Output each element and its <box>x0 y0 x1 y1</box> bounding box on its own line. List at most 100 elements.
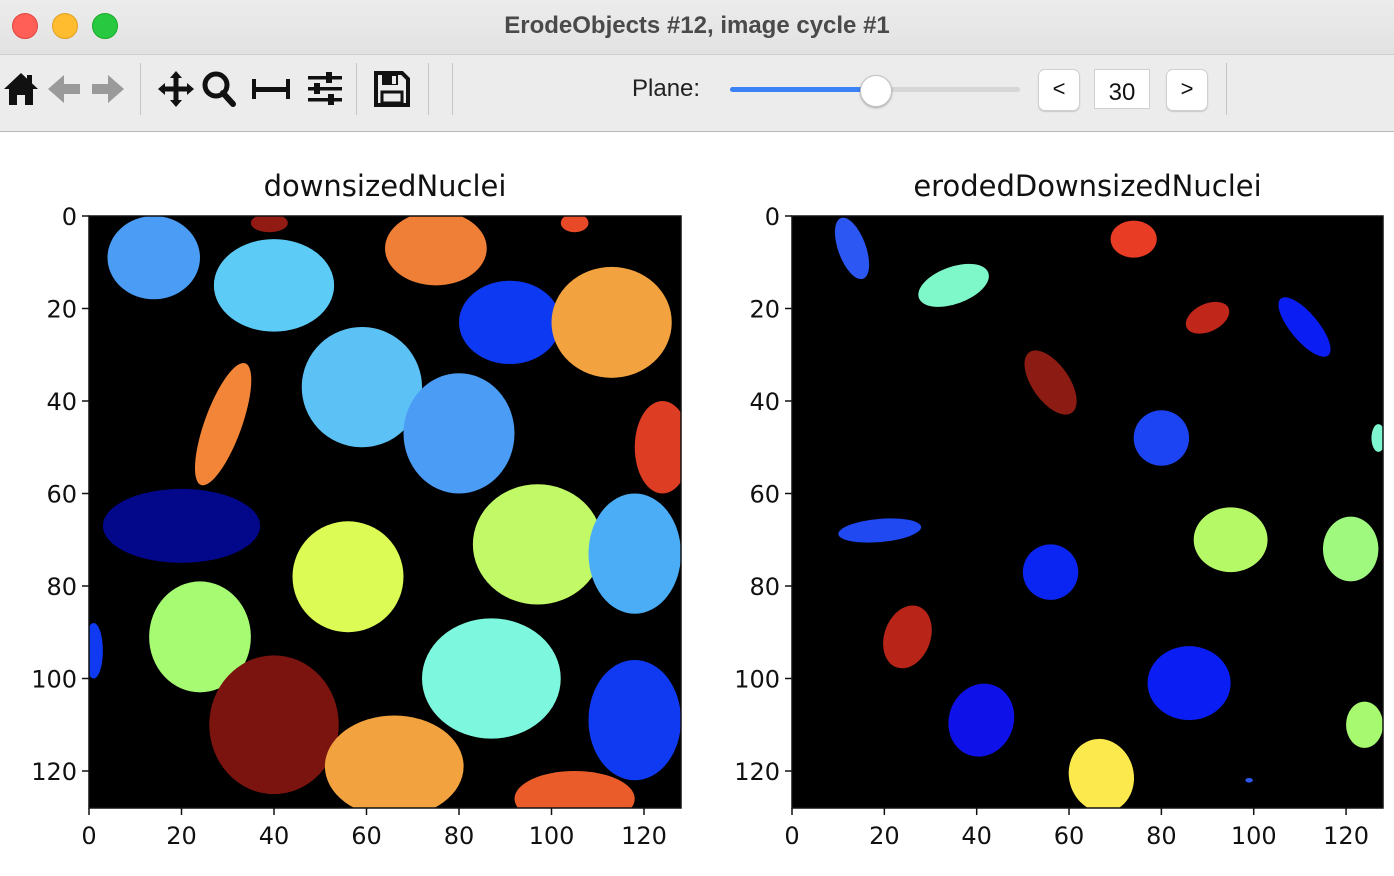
toolbar-separator <box>452 63 453 115</box>
x-tick-label: 120 <box>1323 822 1369 850</box>
next-plane-button[interactable]: > <box>1166 69 1208 111</box>
y-tick-label: 100 <box>31 666 77 694</box>
nucleus-object <box>1322 516 1379 582</box>
x-tick-label: 20 <box>166 822 197 850</box>
y-tick-label: 40 <box>749 388 780 416</box>
home-icon[interactable] <box>0 63 42 113</box>
plots-area[interactable]: 0 20 40 60 80 100 120 0 20 40 60 80 100 120 0 20 40 60 80 1… <box>0 133 1394 876</box>
y-tick-label: 0 <box>62 203 77 231</box>
nucleus-object <box>560 216 589 233</box>
x-tick-label: 40 <box>961 822 992 850</box>
nucleus-object <box>213 239 335 332</box>
nucleus-object <box>292 521 404 633</box>
pan-icon[interactable] <box>155 63 197 113</box>
x-tick-label: 80 <box>444 822 475 850</box>
zoom-icon[interactable] <box>198 63 240 113</box>
nucleus-object <box>459 280 561 364</box>
nucleus-object <box>514 771 635 808</box>
nucleus-object <box>1278 297 1331 357</box>
previous-plane-button[interactable]: < <box>1038 69 1080 111</box>
window-title: ErodeObjects #12, image cycle #1 <box>504 12 890 39</box>
nucleus-object <box>1024 350 1077 415</box>
nucleus-object <box>1068 738 1135 808</box>
nucleus-object <box>89 623 103 679</box>
x-tick-label: 0 <box>81 822 96 850</box>
subplots-icon[interactable] <box>250 63 292 113</box>
x-tick-label: 0 <box>784 822 799 850</box>
y-tick-label: 100 <box>734 666 780 694</box>
nucleus-object <box>324 715 464 808</box>
zoom-window-button[interactable] <box>92 13 118 39</box>
plane-number-field[interactable]: 30 <box>1094 69 1150 109</box>
navigation-toolbar: Plane: < 30 > <box>0 55 1394 132</box>
slider-thumb[interactable] <box>860 75 892 107</box>
configure-icon[interactable] <box>304 63 346 113</box>
nucleus-object <box>948 683 1015 757</box>
x-tick-label: 40 <box>259 822 290 850</box>
nucleus-object <box>883 605 932 669</box>
nucleus-object <box>403 373 515 494</box>
nucleus-object <box>385 216 487 286</box>
y-tick-label: 20 <box>749 296 780 324</box>
right-axes: 0 20 40 60 80 100 120 0 20 40 60 80 100 120 <box>734 203 1384 850</box>
nucleus-object <box>834 217 870 280</box>
y-tick-label: 80 <box>46 573 77 601</box>
nucleus-object <box>301 327 422 448</box>
close-window-button[interactable] <box>12 13 38 39</box>
y-tick-label: 40 <box>46 388 77 416</box>
axes-frame <box>88 215 682 809</box>
y-tick-label: 0 <box>765 203 780 231</box>
plane-slider[interactable] <box>730 75 1020 107</box>
nucleus-object <box>250 216 288 233</box>
nucleus-object <box>422 618 561 739</box>
nucleus-object <box>634 401 681 494</box>
x-tick-label: 80 <box>1146 822 1177 850</box>
nucleus-object <box>918 263 989 307</box>
x-tick-label: 60 <box>1054 822 1085 850</box>
nucleus-object <box>551 266 672 378</box>
toolbar-separator <box>356 63 357 115</box>
right-plot-title: erodedDownsizedNuclei <box>913 169 1262 203</box>
title-bar: ErodeObjects #12, image cycle #1 <box>0 0 1394 55</box>
nucleus-object <box>209 655 339 795</box>
nucleus-object <box>1346 701 1383 748</box>
axes-frame <box>791 215 1384 809</box>
toolbar-separator <box>428 63 429 115</box>
left-axes: 0 20 40 60 80 100 120 0 20 40 60 80 100 120 <box>31 203 682 850</box>
nucleus-object <box>588 660 681 781</box>
nucleus-object <box>1193 507 1268 573</box>
nucleus-object <box>1133 410 1190 466</box>
nucleus-object <box>102 488 261 563</box>
minimize-window-button[interactable] <box>52 13 78 39</box>
back-icon[interactable] <box>44 63 86 113</box>
toolbar-separator <box>1226 63 1227 115</box>
y-tick-label: 80 <box>749 573 780 601</box>
plane-label: Plane: <box>632 75 701 102</box>
slider-fill <box>730 87 875 92</box>
nucleus-object <box>1245 777 1253 783</box>
x-tick-label: 20 <box>869 822 900 850</box>
x-tick-label: 60 <box>351 822 382 850</box>
left-plot-title: downsizedNuclei <box>263 169 507 203</box>
y-tick-label: 120 <box>734 758 780 786</box>
y-tick-label: 120 <box>31 758 77 786</box>
forward-icon[interactable] <box>86 63 128 113</box>
nucleus-object <box>194 362 252 486</box>
nucleus-object <box>107 216 200 300</box>
nucleus-object <box>1185 301 1230 334</box>
y-tick-label: 20 <box>46 296 77 324</box>
nucleus-object <box>588 493 681 614</box>
x-tick-label: 100 <box>1231 822 1277 850</box>
toolbar-separator <box>140 63 141 115</box>
x-tick-label: 120 <box>621 822 667 850</box>
y-tick-label: 60 <box>749 481 780 509</box>
save-icon[interactable] <box>370 63 412 113</box>
nucleus-object <box>149 581 251 693</box>
nucleus-object <box>838 518 922 543</box>
y-tick-label: 60 <box>46 481 77 509</box>
x-tick-label: 100 <box>529 822 575 850</box>
nucleus-object <box>1371 424 1383 452</box>
figure-canvas: downsizedNuclei erodedDownsizedNuclei 0 2… <box>0 133 1394 876</box>
nucleus-object <box>1022 544 1079 600</box>
nucleus-object <box>472 484 603 605</box>
